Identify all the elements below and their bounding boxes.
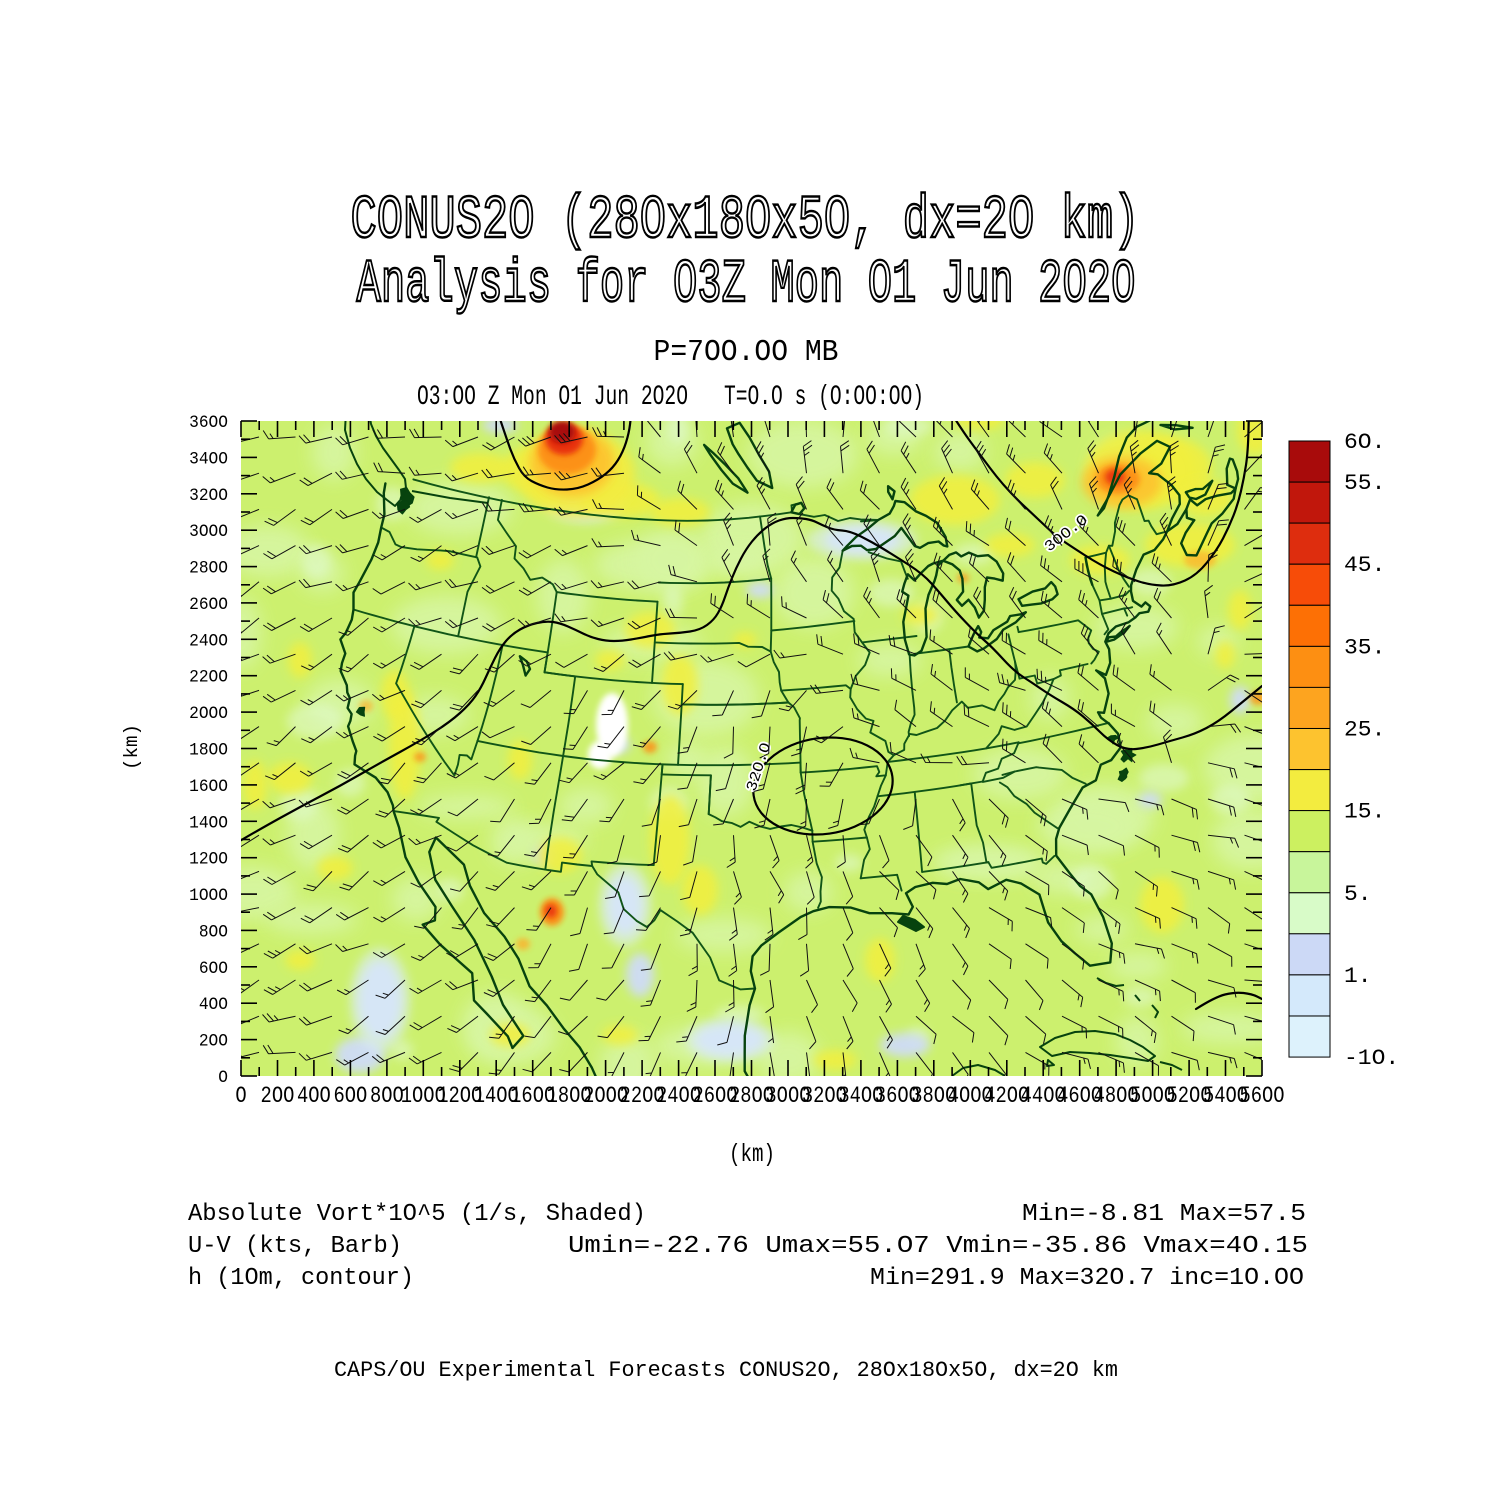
svg-text:44OO: 44OO xyxy=(1021,1083,1066,1109)
svg-text:Umin=-22.76 Umax=55.O7 Vmin=-3: Umin=-22.76 Umax=55.O7 Vmin=-35.86 Vmax=… xyxy=(568,1233,1308,1260)
svg-text:24OO: 24OO xyxy=(656,1083,701,1109)
svg-text:1.: 1. xyxy=(1344,963,1372,989)
svg-text:1OOO: 1OOO xyxy=(401,1083,446,1109)
svg-text:34OO: 34OO xyxy=(838,1083,883,1109)
svg-text:Absolute Vort*1O^5 (1/s, Shade: Absolute Vort*1O^5 (1/s, Shaded) xyxy=(188,1201,646,1228)
svg-text:36OO: 36OO xyxy=(189,414,228,434)
svg-text:28OO: 28OO xyxy=(189,559,228,579)
svg-text:-1O.: -1O. xyxy=(1344,1045,1399,1071)
svg-text:14OO: 14OO xyxy=(474,1083,519,1109)
svg-text:2OO: 2OO xyxy=(199,1032,228,1052)
svg-text:O: O xyxy=(235,1083,246,1109)
svg-text:16OO: 16OO xyxy=(189,778,228,798)
svg-text:CAPS/OU Experimental Forecasts: CAPS/OU Experimental Forecasts CONUS2O, … xyxy=(334,1359,1118,1384)
svg-text:4OO: 4OO xyxy=(297,1083,331,1109)
svg-text:O: O xyxy=(218,1069,228,1089)
svg-text:22OO: 22OO xyxy=(189,668,228,688)
svg-text:6OO: 6OO xyxy=(199,959,228,979)
svg-text:16OO: 16OO xyxy=(510,1083,555,1109)
svg-text:18OO: 18OO xyxy=(189,741,228,761)
svg-text:5.: 5. xyxy=(1344,881,1372,907)
svg-text:1OOO: 1OOO xyxy=(189,887,228,907)
svg-text:46OO: 46OO xyxy=(1057,1083,1102,1109)
svg-text:4OOO: 4OOO xyxy=(948,1083,993,1109)
svg-text:12OO: 12OO xyxy=(189,850,228,870)
svg-text:22OO: 22OO xyxy=(620,1083,665,1109)
svg-text:4OO: 4OO xyxy=(199,996,228,1016)
svg-text:(km): (km) xyxy=(729,1141,775,1169)
svg-text:2OOO: 2OOO xyxy=(583,1083,628,1109)
svg-text:25.: 25. xyxy=(1344,717,1385,743)
svg-text:5OOO: 5OOO xyxy=(1130,1083,1175,1109)
svg-text:2OO: 2OO xyxy=(261,1083,295,1109)
svg-text:Min=291.9 Max=32O.7 inc=1O.OO: Min=291.9 Max=32O.7 inc=1O.OO xyxy=(870,1265,1304,1292)
svg-text:32OO: 32OO xyxy=(189,486,228,506)
svg-text:34OO: 34OO xyxy=(189,450,228,470)
svg-text:18OO: 18OO xyxy=(547,1083,592,1109)
svg-text:35.: 35. xyxy=(1344,635,1385,661)
svg-text:54OO: 54OO xyxy=(1203,1083,1248,1109)
svg-text:42OO: 42OO xyxy=(984,1083,1029,1109)
svg-text:8OO: 8OO xyxy=(199,923,228,943)
svg-text:6OO: 6OO xyxy=(333,1083,367,1109)
svg-text:45.: 45. xyxy=(1344,552,1385,578)
svg-text:P=7OO.OO MB: P=7OO.OO MB xyxy=(654,336,839,371)
svg-text:Analysis for O3Z Mon O1 Jun 2O: Analysis for O3Z Mon O1 Jun 2O2O xyxy=(357,250,1136,320)
svg-text:26OO: 26OO xyxy=(189,596,228,616)
svg-text:24OO: 24OO xyxy=(189,632,228,652)
svg-text:36OO: 36OO xyxy=(875,1083,920,1109)
svg-text:14OO: 14OO xyxy=(189,814,228,834)
svg-text:6O.: 6O. xyxy=(1344,429,1385,455)
svg-text:3OOO: 3OOO xyxy=(189,523,228,543)
svg-text:38OO: 38OO xyxy=(911,1083,956,1109)
svg-text:3OOO: 3OOO xyxy=(765,1083,810,1109)
svg-text:28OO: 28OO xyxy=(729,1083,774,1109)
svg-text:52OO: 52OO xyxy=(1167,1083,1212,1109)
svg-text:32OO: 32OO xyxy=(802,1083,847,1109)
svg-text:15.: 15. xyxy=(1344,799,1385,825)
svg-text:8OO: 8OO xyxy=(370,1083,404,1109)
svg-text:Min=-8.81 Max=57.5: Min=-8.81 Max=57.5 xyxy=(1022,1201,1306,1228)
svg-text:O3:OO Z Mon O1 Jun 2O2O: O3:OO Z Mon O1 Jun 2O2O xyxy=(417,382,688,413)
svg-text:T=O.O s (O:OO:OO): T=O.O s (O:OO:OO) xyxy=(724,382,924,413)
svg-text:26OO: 26OO xyxy=(692,1083,737,1109)
svg-text:(km): (km) xyxy=(121,724,143,770)
svg-text:56OO: 56OO xyxy=(1239,1083,1284,1109)
svg-text:2OOO: 2OOO xyxy=(189,705,228,725)
svg-text:U-V (kts, Barb): U-V (kts, Barb) xyxy=(188,1233,402,1260)
svg-text:h (1Om, contour): h (1Om, contour) xyxy=(188,1265,414,1292)
svg-text:CONUS2O (28Ox18Ox5O, dx=2O km): CONUS2O (28Ox18Ox5O, dx=2O km) xyxy=(351,186,1140,256)
svg-text:55.: 55. xyxy=(1344,470,1385,496)
svg-text:48OO: 48OO xyxy=(1094,1083,1139,1109)
svg-text:12OO: 12OO xyxy=(437,1083,482,1109)
